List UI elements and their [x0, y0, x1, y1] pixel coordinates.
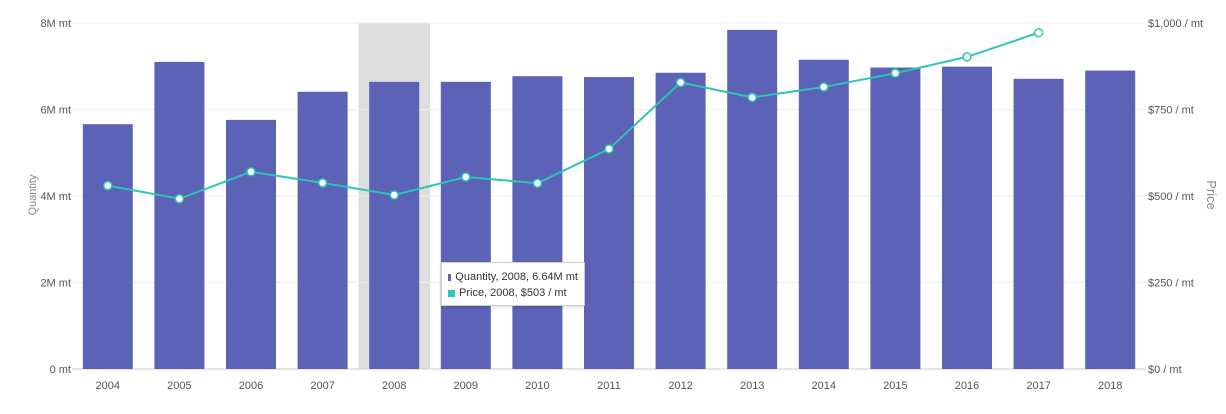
bar-2009[interactable] — [440, 81, 491, 369]
bar-2006[interactable] — [226, 119, 276, 369]
bar-2018[interactable] — [1085, 70, 1136, 369]
x-tick-label: 2010 — [525, 380, 549, 392]
tooltip-row-quantity: Quantity, 2008, 6.64M mt — [448, 269, 578, 285]
y-left-tick-label: 2M mt — [40, 278, 71, 290]
y-left-tick-label: 4M mt — [40, 191, 71, 203]
y-right-tick-label: $500 / mt — [1148, 191, 1194, 203]
price-point-2006[interactable] — [246, 167, 256, 177]
x-tick-label: 2011 — [597, 380, 621, 392]
y-right-tick-label: $1,000 / mt — [1148, 18, 1203, 30]
bar-2013[interactable] — [727, 29, 778, 369]
price-point-2015[interactable] — [890, 68, 901, 78]
bar-2010[interactable] — [512, 76, 563, 369]
y-axis-left-title: Quantity — [27, 174, 39, 215]
bar-2004[interactable] — [82, 124, 133, 369]
price-point-2016[interactable] — [962, 52, 972, 62]
bar-2014[interactable] — [798, 59, 849, 369]
price-point-2014[interactable] — [819, 82, 829, 92]
bar-2007[interactable] — [297, 91, 348, 369]
price-point-2009[interactable] — [461, 172, 471, 182]
bar-2005[interactable] — [154, 61, 205, 370]
bar-2016[interactable] — [942, 66, 992, 370]
price-point-2017[interactable] — [1033, 27, 1044, 38]
x-tick-label: 2012 — [668, 380, 692, 392]
y-axis-right-title: Price — [1204, 180, 1219, 210]
price-point-2013[interactable] — [747, 92, 757, 103]
x-tick-label: 2014 — [812, 380, 836, 392]
bar-2011[interactable] — [584, 77, 634, 369]
y-left-tick-label: 0 mt — [50, 364, 71, 376]
x-tick-label: 2004 — [96, 380, 120, 392]
tooltip-row-price: Price, 2008, $503 / mt — [448, 285, 578, 301]
tooltip-text-quantity: Quantity, 2008, 6.64M mt — [455, 271, 578, 283]
chart-tooltip: Quantity, 2008, 6.64M mt Price, 2008, $5… — [441, 262, 585, 306]
x-tick-label: 2006 — [239, 380, 263, 392]
price-point-2007[interactable] — [317, 178, 328, 188]
x-tick-label: 2009 — [454, 380, 478, 392]
y-left-tick-label: 8M mt — [40, 18, 71, 30]
price-point-2004[interactable] — [103, 180, 113, 191]
y-left-tick-label: 6M mt — [40, 105, 71, 117]
x-tick-label: 2005 — [167, 380, 191, 392]
tooltip-swatch-price — [448, 289, 455, 297]
price-point-2005[interactable] — [174, 194, 185, 204]
bar-2012[interactable] — [655, 72, 706, 370]
x-tick-label: 2015 — [883, 380, 907, 392]
tooltip-swatch-quantity — [448, 273, 452, 281]
x-tick-label: 2008 — [382, 380, 406, 392]
bar-2015[interactable] — [870, 67, 921, 370]
x-tick-label: 2013 — [740, 380, 764, 392]
price-point-2010[interactable] — [532, 178, 543, 188]
y-right-tick-label: $250 / mt — [1148, 278, 1194, 290]
bar-2008[interactable] — [369, 81, 420, 369]
price-point-2011[interactable] — [604, 144, 614, 154]
tooltip-text-price: Price, 2008, $503 / mt — [459, 287, 567, 299]
y-right-tick-label: $750 / mt — [1148, 105, 1194, 117]
price-line — [107, 31, 1039, 200]
x-tick-label: 2017 — [1026, 380, 1050, 392]
price-point-2008[interactable] — [389, 190, 399, 200]
x-tick-label: 2007 — [310, 380, 334, 392]
bar-2017[interactable] — [1013, 78, 1064, 369]
x-tick-label: 2018 — [1098, 380, 1122, 392]
price-point-2012[interactable] — [675, 77, 686, 88]
y-right-tick-label: $0 / mt — [1148, 364, 1182, 376]
x-tick-label: 2016 — [955, 380, 979, 392]
